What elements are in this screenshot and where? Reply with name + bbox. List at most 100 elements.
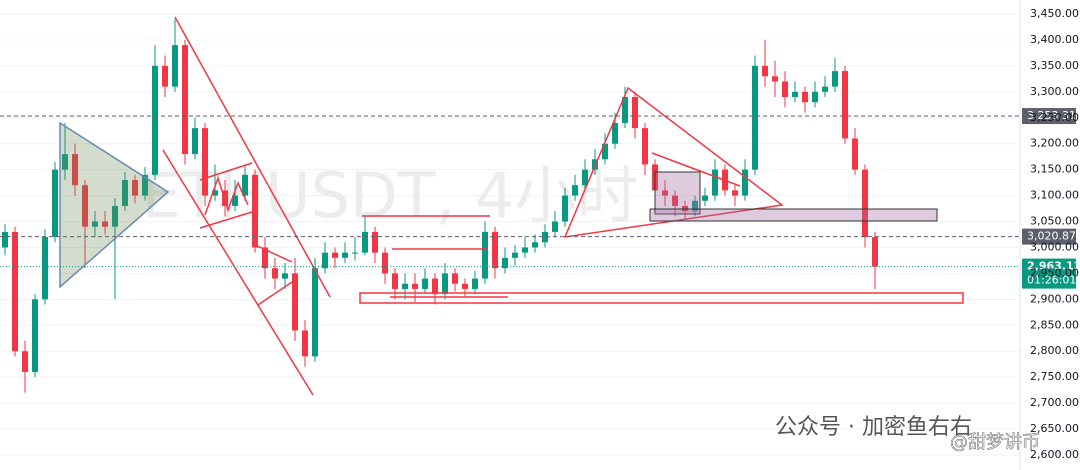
candle-body bbox=[712, 169, 718, 196]
y-tick-label: 2,650.00 bbox=[1030, 422, 1079, 435]
y-tick-label: 3,350.00 bbox=[1030, 59, 1079, 72]
candle-body bbox=[322, 252, 328, 269]
trend-line bbox=[199, 162, 253, 181]
candle-body bbox=[752, 65, 758, 170]
candle-body bbox=[622, 97, 628, 123]
price-axis: 2,600.00 2,650.00 2,700.00 2,750.00 2,800.00… bbox=[1019, 0, 1079, 470]
candle-body bbox=[492, 231, 498, 269]
candle-body bbox=[212, 190, 218, 196]
candle-body bbox=[342, 252, 348, 258]
trend-line bbox=[174, 16, 331, 298]
candle-body bbox=[552, 221, 558, 232]
candle-body bbox=[92, 221, 98, 227]
trend-line bbox=[204, 175, 249, 216]
price-label-box bbox=[1022, 228, 1076, 245]
candle-body bbox=[802, 91, 808, 103]
candle-body bbox=[702, 195, 708, 201]
y-tick-label: 3,000.00 bbox=[1030, 240, 1079, 253]
candle-body bbox=[142, 174, 148, 196]
y-tick-label: 3,200.00 bbox=[1030, 137, 1079, 150]
price-label-box bbox=[1022, 108, 1076, 125]
candle-body bbox=[102, 221, 108, 227]
candle-body bbox=[162, 65, 168, 87]
candle-body bbox=[772, 76, 778, 82]
y-tick-label: 3,450.00 bbox=[1030, 7, 1079, 20]
candle-body bbox=[242, 174, 248, 196]
candle-body bbox=[852, 138, 858, 170]
candle-body bbox=[232, 195, 238, 206]
candle-body bbox=[832, 71, 838, 87]
trend-line bbox=[254, 244, 293, 263]
candle-body bbox=[662, 190, 668, 196]
candle-body bbox=[392, 273, 398, 289]
candle-body bbox=[442, 273, 448, 295]
candle-body bbox=[732, 190, 738, 196]
last-price-label: 2,963.13 bbox=[1027, 260, 1080, 273]
candle-body bbox=[512, 252, 518, 258]
candle-body bbox=[352, 252, 358, 254]
y-tick-label: 2,900.00 bbox=[1030, 292, 1079, 305]
candle-body bbox=[692, 200, 698, 212]
candle-body bbox=[22, 351, 28, 372]
candle-body bbox=[112, 205, 118, 227]
candle-body bbox=[612, 122, 618, 144]
candle-body bbox=[172, 45, 178, 87]
candles bbox=[2, 19, 878, 393]
zone bbox=[649, 208, 938, 222]
candle-body bbox=[542, 231, 548, 243]
candle-body bbox=[42, 237, 48, 300]
y-tick-label: 3,300.00 bbox=[1030, 85, 1079, 98]
footer-account: 公众号 · 加密鱼右右 bbox=[775, 415, 972, 440]
price-label: 3,020.87 bbox=[1027, 230, 1076, 243]
candle-body bbox=[152, 65, 158, 175]
candle-body bbox=[762, 65, 768, 77]
candle-body bbox=[642, 128, 648, 165]
y-tick-label: 2,750.00 bbox=[1030, 370, 1079, 383]
candle-body bbox=[362, 231, 368, 253]
candle-body bbox=[2, 231, 8, 248]
candle-body bbox=[302, 330, 308, 357]
candle-body bbox=[812, 91, 818, 103]
candle-body bbox=[742, 169, 748, 196]
candle-body bbox=[842, 71, 848, 139]
triangle-pattern bbox=[59, 121, 170, 289]
trend-line bbox=[257, 281, 293, 306]
candle-body bbox=[122, 180, 128, 206]
countdown: 01:26:01 bbox=[1027, 274, 1076, 287]
y-tick-label: 2,600.00 bbox=[1030, 448, 1079, 461]
y-tick-label: 2,950.00 bbox=[1030, 266, 1079, 279]
candle-body bbox=[382, 252, 388, 274]
candle-body bbox=[202, 128, 208, 196]
candle-body bbox=[792, 91, 798, 98]
y-tick-label: 3,400.00 bbox=[1030, 33, 1079, 46]
candle-body bbox=[32, 299, 38, 372]
candle-body bbox=[422, 278, 428, 289]
candle-body bbox=[472, 278, 478, 289]
candle-body bbox=[262, 247, 268, 269]
candle-body bbox=[292, 273, 298, 331]
trend-line bbox=[162, 149, 314, 396]
candle-body bbox=[372, 231, 378, 253]
drawings bbox=[59, 16, 964, 396]
grid bbox=[0, 13, 1020, 456]
candle-body bbox=[312, 268, 318, 357]
candle-body bbox=[582, 169, 588, 186]
candle-body bbox=[632, 97, 638, 129]
y-tick-label: 3,250.00 bbox=[1030, 111, 1079, 124]
candle-body bbox=[52, 169, 58, 238]
trend-line bbox=[651, 152, 741, 187]
candle-body bbox=[182, 45, 188, 155]
candle-body bbox=[332, 252, 338, 258]
candle-body bbox=[532, 242, 538, 248]
candle-body bbox=[402, 283, 408, 289]
y-tick-label: 3,150.00 bbox=[1030, 163, 1079, 176]
candle-body bbox=[452, 273, 458, 284]
candle-body bbox=[72, 154, 78, 186]
candle-body bbox=[82, 185, 88, 227]
y-tick-label: 3,050.00 bbox=[1030, 215, 1079, 228]
candle-body bbox=[272, 268, 278, 279]
y-tick-label: 3,100.00 bbox=[1030, 189, 1079, 202]
candle-body bbox=[672, 195, 678, 206]
